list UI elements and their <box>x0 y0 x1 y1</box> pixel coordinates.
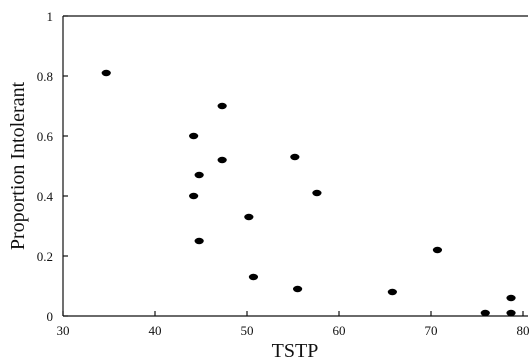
plot-frame <box>62 15 528 317</box>
tick-labels: 30 40 50 60 70 80 0 0.2 0.4 0.6 0.8 1 <box>37 9 530 338</box>
data-point <box>189 192 199 200</box>
x-tick-label: 60 <box>333 323 346 338</box>
data-point <box>480 309 490 317</box>
data-point <box>506 294 516 302</box>
data-point <box>194 237 204 245</box>
data-point <box>101 69 111 77</box>
data-point <box>217 102 227 110</box>
y-tick-label: 0.2 <box>37 249 53 264</box>
x-tick-label: 50 <box>241 323 254 338</box>
data-point <box>244 213 254 221</box>
y-tick-label: 0.6 <box>37 129 54 144</box>
x-tick-label: 80 <box>517 323 530 338</box>
data-point <box>387 288 397 296</box>
data-point <box>194 171 204 179</box>
x-axis-title: TSTP <box>272 340 319 360</box>
data-point <box>290 153 300 161</box>
x-tick-label: 30 <box>57 323 70 338</box>
x-tick-label: 40 <box>149 323 162 338</box>
data-point <box>293 285 303 293</box>
data-point <box>432 246 443 254</box>
y-axis-title: Proportion Intolerant <box>7 81 29 250</box>
data-point <box>217 156 227 164</box>
y-tick-label: 0 <box>47 309 54 324</box>
y-tick-label: 1 <box>47 9 54 24</box>
data-point <box>506 309 516 317</box>
y-tick-label: 0.8 <box>37 69 53 84</box>
data-point <box>248 273 259 281</box>
tick-marks <box>62 15 524 317</box>
x-tick-label: 70 <box>425 323 438 338</box>
data-point <box>189 132 199 140</box>
data-points <box>101 69 516 317</box>
data-point <box>312 189 322 197</box>
y-tick-label: 0.4 <box>37 189 54 204</box>
